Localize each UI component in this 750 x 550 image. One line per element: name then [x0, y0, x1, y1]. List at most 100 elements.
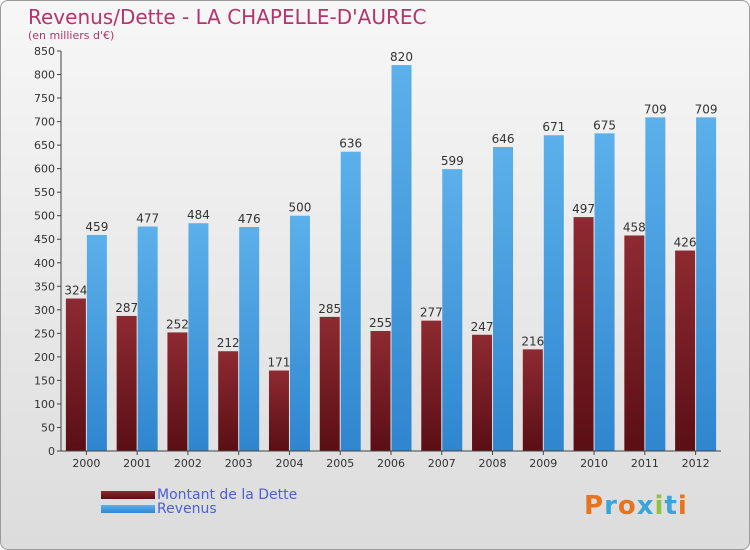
logo-letter: i — [677, 491, 688, 521]
y-tick-label: 700 — [34, 116, 55, 129]
x-tick-label: 2000 — [72, 457, 100, 470]
value-label-dette: 216 — [521, 334, 544, 348]
x-tick-label: 2011 — [631, 457, 659, 470]
value-label-dette: 426 — [674, 236, 697, 250]
y-tick-label: 550 — [34, 186, 55, 199]
bars-layer: 324 459 287 477 252 484 212 476 171 500 285 636 255 8… — [64, 50, 718, 452]
value-label-revenus: 671 — [542, 120, 565, 134]
x-tick-label: 2007 — [428, 457, 456, 470]
y-tick-label: 500 — [34, 210, 55, 223]
legend-swatch-revenus — [101, 505, 155, 513]
y-tick-label: 600 — [34, 163, 55, 176]
x-tick-label: 2008 — [479, 457, 507, 470]
x-tick-label: 2005 — [326, 457, 354, 470]
axes-layer: 0 50 100 150 200 250 300 350 400 450 500 550 600 650 7… — [34, 45, 721, 470]
logo-letter: t — [664, 491, 678, 521]
y-tick-label: 850 — [34, 45, 55, 58]
y-tick-label: 100 — [34, 398, 55, 411]
y-tick-label: 800 — [34, 69, 55, 82]
bar-dette — [116, 315, 137, 451]
x-tick-label: 2010 — [580, 457, 608, 470]
bar-dette — [472, 334, 493, 451]
bar-dette — [421, 320, 442, 451]
bar-revenus — [442, 169, 463, 451]
value-label-dette: 324 — [64, 284, 87, 298]
bar-revenus — [188, 223, 209, 451]
value-label-revenus: 599 — [441, 154, 464, 168]
value-label-dette: 458 — [623, 220, 646, 234]
value-label-revenus: 675 — [593, 118, 616, 132]
value-label-dette: 287 — [115, 301, 138, 315]
value-label-revenus: 484 — [187, 208, 210, 222]
bar-dette — [675, 250, 696, 451]
value-label-dette: 277 — [420, 306, 443, 320]
y-tick-label: 450 — [34, 233, 55, 246]
logo-letter: P — [584, 491, 605, 521]
logo-letter: i — [654, 491, 665, 521]
value-label-revenus: 820 — [390, 50, 413, 64]
bar-revenus — [594, 133, 615, 451]
bar-dette — [167, 332, 188, 451]
legend-swatch-dette — [101, 491, 155, 499]
bar-revenus — [86, 235, 107, 451]
y-tick-label: 200 — [34, 351, 55, 364]
value-label-dette: 497 — [572, 202, 595, 216]
y-tick-label: 150 — [34, 374, 55, 387]
chart-title: Revenus/Dette - LA CHAPELLE-D'AUREC — [28, 5, 427, 29]
x-tick-label: 2002 — [174, 457, 202, 470]
chart-subtitle: (en milliers d'€) — [28, 29, 115, 42]
y-tick-label: 0 — [48, 445, 55, 458]
bar-dette — [268, 370, 289, 451]
legend-label-dette: Montant de la Dette — [157, 487, 298, 503]
logo-letter: o — [617, 491, 637, 521]
bar-revenus — [696, 117, 717, 452]
x-tick-label: 2001 — [123, 457, 151, 470]
y-tick-label: 350 — [34, 280, 55, 293]
value-label-revenus: 636 — [339, 137, 362, 151]
logo-letter: r — [604, 491, 618, 521]
bar-dette — [370, 331, 391, 451]
bar-revenus — [340, 151, 361, 452]
bar-revenus — [645, 117, 666, 452]
value-label-revenus: 709 — [644, 102, 667, 116]
value-label-revenus: 477 — [136, 212, 159, 226]
bar-revenus — [543, 135, 564, 451]
y-tick-label: 400 — [34, 257, 55, 270]
bar-dette — [522, 349, 543, 451]
value-label-dette: 171 — [268, 356, 291, 370]
y-tick-label: 750 — [34, 92, 55, 105]
logo-letter: x — [636, 491, 655, 521]
x-tick-label: 2012 — [682, 457, 710, 470]
bar-revenus — [137, 226, 158, 451]
bar-dette — [319, 316, 340, 451]
y-tick-label: 250 — [34, 327, 55, 340]
y-tick-label: 300 — [34, 304, 55, 317]
bar-revenus — [493, 147, 514, 451]
value-label-revenus: 709 — [695, 102, 718, 116]
x-tick-label: 2004 — [275, 457, 303, 470]
legend-item-dette: Montant de la Dette — [101, 488, 297, 502]
value-label-dette: 247 — [471, 320, 494, 334]
value-label-dette: 255 — [369, 316, 392, 330]
value-label-revenus: 646 — [492, 132, 515, 146]
x-tick-label: 2006 — [377, 457, 405, 470]
bar-revenus — [391, 65, 412, 451]
bar-revenus — [239, 227, 260, 451]
y-tick-label: 650 — [34, 139, 55, 152]
bar-dette — [624, 235, 645, 451]
x-tick-label: 2009 — [529, 457, 557, 470]
value-label-dette: 285 — [318, 302, 341, 316]
value-label-dette: 252 — [166, 317, 189, 331]
value-label-revenus: 500 — [289, 201, 312, 215]
bar-revenus — [289, 215, 310, 451]
legend-item-revenus: Revenus — [101, 502, 217, 516]
x-tick-label: 2003 — [225, 457, 253, 470]
value-label-revenus: 459 — [85, 220, 108, 234]
value-label-dette: 212 — [217, 336, 240, 350]
value-label-revenus: 476 — [238, 212, 261, 226]
proxiti-logo: Proxiti — [584, 491, 688, 521]
y-tick-label: 50 — [41, 421, 55, 434]
bar-dette — [218, 351, 239, 451]
